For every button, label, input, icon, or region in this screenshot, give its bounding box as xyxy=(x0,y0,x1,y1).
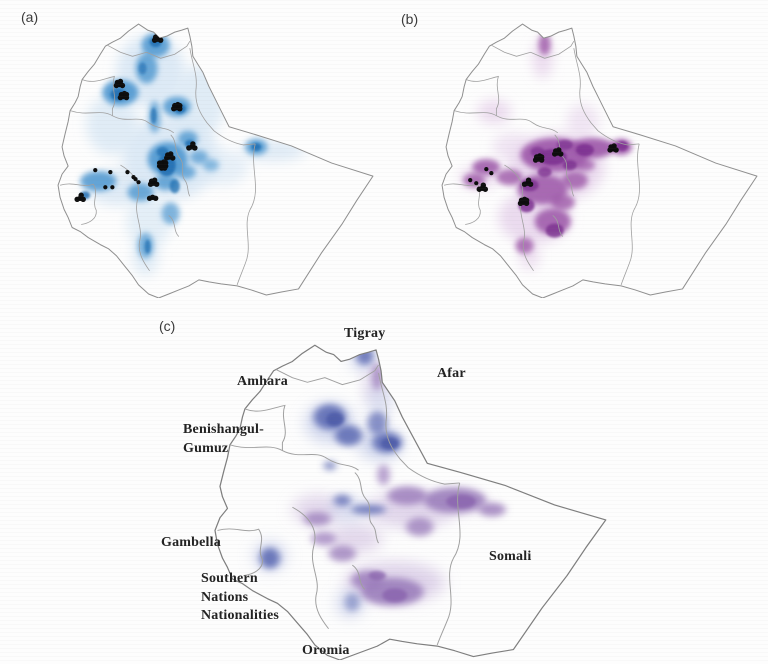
region-borders xyxy=(59,40,256,286)
region-label-snnp-line1: Southern xyxy=(201,571,258,586)
region-borders xyxy=(217,364,461,646)
occurrence-points xyxy=(74,33,198,203)
region-label-oromia: Oromia xyxy=(302,643,350,658)
region-label-benishangul-line1: Benishangul- xyxy=(183,422,264,437)
region-label-gambella: Gambella xyxy=(161,535,221,550)
region-label-somali: Somali xyxy=(489,549,532,564)
ethiopia-map-suitability-purple xyxy=(441,23,758,298)
panel-b-letter: (b) xyxy=(401,11,419,27)
occurrence-points xyxy=(468,143,619,207)
region-label-amhara: Amhara xyxy=(237,374,288,389)
region-label-snnp-line2: Nations xyxy=(201,590,249,605)
region-label-tigray: Tigray xyxy=(344,326,386,341)
panel-c-letter: (c) xyxy=(159,318,176,334)
suitability-surface xyxy=(459,33,633,270)
ethiopia-map-suitability-blue xyxy=(57,23,374,298)
country-outline xyxy=(57,23,374,298)
country-outline xyxy=(441,23,758,298)
suitability-surface xyxy=(80,33,306,276)
region-label-benishangul-line2: Gumuz xyxy=(183,441,229,456)
ethiopia-map-combined-regions xyxy=(214,344,607,660)
region-borders xyxy=(443,40,640,286)
panel-a-letter: (a) xyxy=(21,9,39,25)
region-label-afar: Afar xyxy=(437,366,466,381)
country-outline xyxy=(214,344,607,660)
region-label-snnp-line3: Nationalities xyxy=(201,608,280,623)
suitability-surface xyxy=(253,346,506,619)
